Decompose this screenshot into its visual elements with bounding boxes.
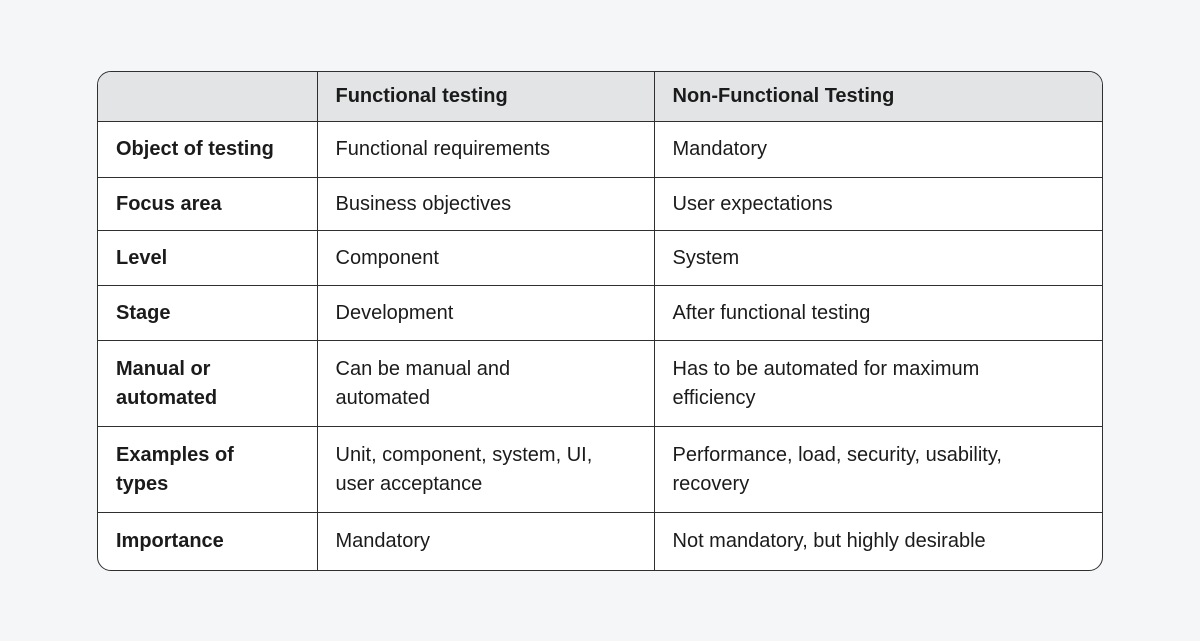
table-cell: Business objectives	[316, 177, 655, 231]
table-row: Importance Mandatory Not mandatory, but hi…	[98, 512, 1102, 570]
header-corner	[98, 72, 318, 122]
table-row: Object of testing Functional requirements…	[98, 121, 1102, 178]
header-cell: Non-Functional Testing	[653, 72, 1102, 122]
table-cell: Functional requirements	[316, 121, 655, 178]
table-cell: After functional testing	[653, 285, 1102, 341]
row-label: Importance	[98, 512, 318, 570]
table-frame: Functional testing Non-Functional Testin…	[97, 71, 1103, 571]
header-row: Functional testing Non-Functional Testin…	[98, 72, 1102, 122]
table-row: Level Component System	[98, 230, 1102, 286]
table-row: Examples of types Unit, component, system…	[98, 426, 1102, 513]
row-label: Focus area	[98, 177, 318, 231]
row-label: Manual or automated	[98, 340, 318, 427]
table-cell: Mandatory	[316, 512, 655, 570]
table-cell: Performance, load, security, usability, …	[653, 426, 1102, 513]
row-label: Stage	[98, 285, 318, 341]
table-cell: Unit, component, system, UI, user accept…	[316, 426, 655, 513]
table-cell: Component	[316, 230, 655, 286]
table-cell: Can be manual and automated	[316, 340, 655, 427]
table-cell: Not mandatory, but highly desirable	[653, 512, 1102, 570]
table-row: Focus area Business objectives User expect…	[98, 177, 1102, 231]
comparison-table: Functional testing Non-Functional Testin…	[98, 72, 1102, 570]
table-row: Manual or automated Can be manual and aut…	[98, 340, 1102, 427]
table-row: Stage Development After functional testing	[98, 285, 1102, 341]
table-cell: Development	[316, 285, 655, 341]
table-cell: User expectations	[653, 177, 1102, 231]
table-cell: System	[653, 230, 1102, 286]
row-label: Object of testing	[98, 121, 318, 178]
row-label: Examples of types	[98, 426, 318, 513]
table-body: Object of testing Functional requirements…	[98, 121, 1102, 570]
row-label: Level	[98, 230, 318, 286]
table-cell: Mandatory	[653, 121, 1102, 178]
header-cell: Functional testing	[316, 72, 655, 122]
table-cell: Has to be automated for maximum efficien…	[653, 340, 1102, 427]
